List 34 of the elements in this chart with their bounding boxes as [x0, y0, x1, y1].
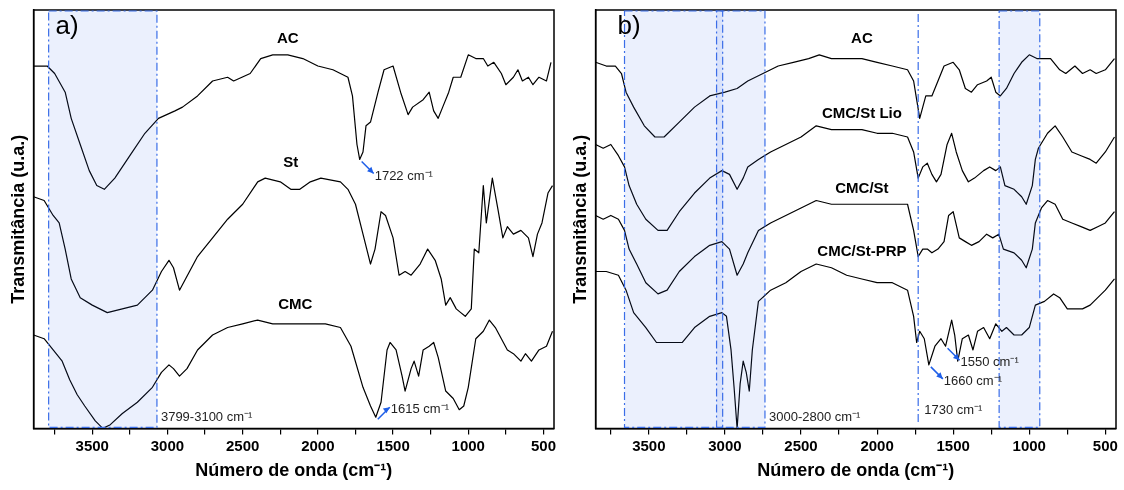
annotation: 1660 cm⁻¹ — [943, 372, 1003, 388]
annotation: 1615 cm⁻¹ — [390, 401, 450, 417]
y-axis-title: Transmitância (u.a.) — [569, 134, 590, 304]
text: a) — [55, 10, 79, 41]
x-tick-label: 500 — [1092, 436, 1118, 454]
ref-line-label: 1730 cm⁻¹ — [924, 402, 984, 418]
x-axis-title: Número de onda (cm⁻¹) — [757, 460, 955, 481]
series-label: St — [283, 152, 299, 170]
x-tick-label: 3500 — [75, 436, 109, 454]
x-tick-label: 500 — [530, 436, 556, 454]
series-label: CMC/St — [835, 178, 889, 196]
series-label: AC — [276, 29, 299, 47]
x-tick-label: 2500 — [225, 436, 260, 454]
x-tick-label: 3000 — [150, 436, 185, 454]
series-label: CMC/St-PRP — [817, 242, 907, 260]
band-label: 3799-3100 cm⁻¹ — [160, 409, 254, 425]
series-label: CMC — [278, 294, 313, 312]
x-tick-label: 2000 — [301, 436, 335, 454]
series-label: AC — [851, 29, 873, 47]
x-tick-label: 3000 — [708, 436, 742, 454]
x-tick-label: 1000 — [451, 436, 485, 454]
x-tick-label: 1000 — [1012, 436, 1046, 454]
x-tick-label: 1500 — [936, 436, 970, 454]
text: b) — [617, 10, 641, 41]
series-label: CMC/St Lio — [821, 104, 902, 122]
band-label: 3000-2800 cm⁻¹ — [768, 409, 862, 425]
y-axis-title: Transmitância (u.a.) — [7, 134, 28, 304]
annotation: 1550 cm⁻¹ — [960, 354, 1020, 370]
x-tick-label: 3500 — [632, 436, 666, 454]
x-tick-label: 1500 — [376, 436, 410, 454]
x-tick-label: 2000 — [860, 436, 894, 454]
x-axis-title: Número de onda (cm⁻¹) — [195, 460, 393, 481]
annotation: 1722 cm⁻¹ — [374, 167, 434, 183]
x-tick-label: 2500 — [784, 436, 818, 454]
